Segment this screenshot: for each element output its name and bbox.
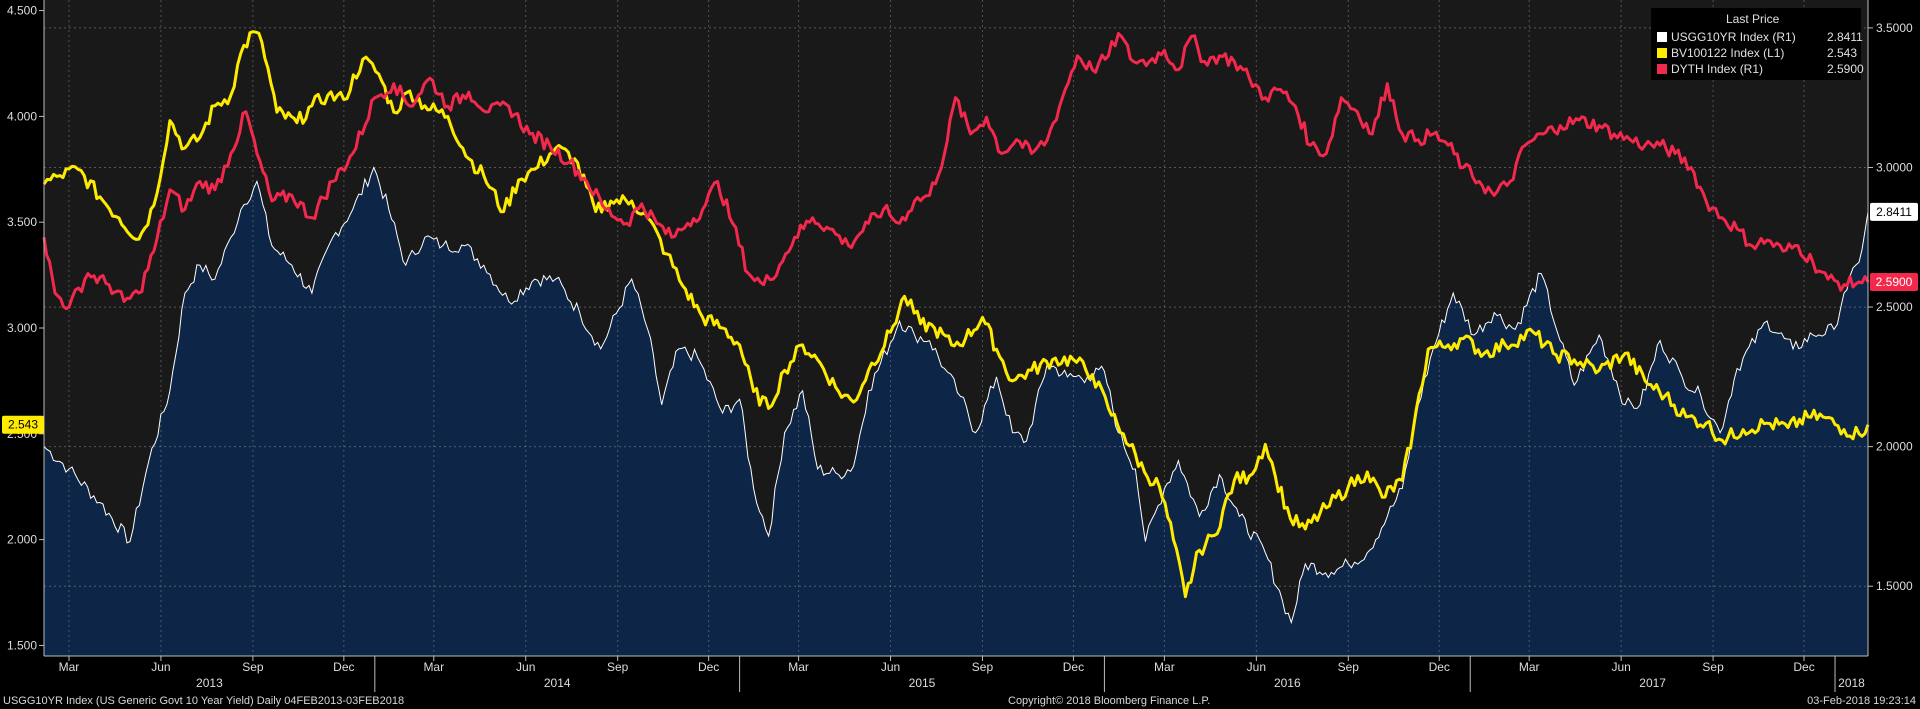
x-year-label-2018: 2018: [1838, 676, 1865, 690]
x-month-label-9: Jun: [881, 660, 900, 674]
area-fills: [44, 167, 1868, 656]
tag-dyth: 2.5900: [1876, 275, 1913, 289]
x-month-label-5: Jun: [516, 660, 535, 674]
x-year-label-2015: 2015: [909, 676, 936, 690]
legend-value-bv100122: 2.543: [1827, 46, 1858, 60]
x-month-label-13: Jun: [1247, 660, 1266, 674]
tag-dyth-box: [1870, 272, 1918, 291]
y-right-tick-label-0: 1.5000: [1876, 579, 1913, 593]
x-month-label-10: Sep: [972, 660, 994, 674]
series-line-usgg10yr: [43, 166, 1869, 625]
y-right-tick-label-3: 3.0000: [1876, 160, 1913, 174]
tag-usgg10yr-box: [1870, 202, 1918, 221]
tag-bv100122-box: [2, 415, 44, 434]
footer-timestamp: 03-Feb-2018 19:23:14: [1807, 695, 1916, 707]
y-left-tick-label-4: 3.500: [7, 215, 37, 229]
y-left-tick-label-6: 4.500: [7, 4, 37, 18]
x-month-label-16: Mar: [1519, 660, 1540, 674]
y-right-tick-label-1: 2.0000: [1876, 440, 1913, 454]
area-fill-usgg10yr: [44, 167, 1868, 656]
x-month-label-11: Dec: [1063, 660, 1084, 674]
y-right-tick-label-2: 2.5000: [1876, 300, 1913, 314]
value-tags: 2.8411 2.5900 2.543: [2, 202, 1918, 434]
x-month-label-14: Sep: [1338, 660, 1360, 674]
legend-value-dyth: 2.5900: [1827, 62, 1864, 76]
y-right-tick-label-4: 3.5000: [1876, 21, 1913, 35]
x-month-label-0: Mar: [59, 660, 80, 674]
x-month-label-2: Sep: [242, 660, 264, 674]
x-month-label-4: Mar: [423, 660, 444, 674]
series-line-bv100122: [42, 30, 1870, 599]
x-year-label-2017: 2017: [1639, 676, 1666, 690]
footer: USGG10YR Index (US Generic Govt 10 Year …: [0, 693, 1920, 709]
y-left-tick-label-0: 1.500: [7, 638, 37, 652]
legend-row-dyth: DYTH Index (R1) 2.5900: [1657, 62, 1864, 77]
x-month-label-18: Sep: [1702, 660, 1724, 674]
x-month-label-1: Jun: [151, 660, 170, 674]
legend-value-usgg10yr: 2.8411: [1827, 30, 1863, 44]
axes: Mar Jun Sep Dec Mar Jun Sep Dec Mar Jun Sep Dec Mar J…: [7, 0, 1913, 692]
x-month-label-19: Dec: [1793, 660, 1814, 674]
footer-security-info: USGG10YR Index (US Generic Govt 10 Year …: [3, 695, 405, 707]
legend-name-usgg10yr: USGG10YR Index (R1): [1671, 30, 1796, 44]
legend-swatch-dyth: [1657, 64, 1667, 74]
legend: Last Price USGG10YR Index (R1) 2.8411 BV…: [1651, 8, 1864, 80]
tag-usgg10yr: 2.8411: [1876, 205, 1912, 219]
tag-bv100122: 2.543: [8, 418, 38, 432]
x-year-label-2013: 2013: [196, 676, 223, 690]
x-month-label-12: Mar: [1154, 660, 1175, 674]
x-month-label-3: Dec: [333, 660, 354, 674]
series-lines: [42, 30, 1870, 625]
x-year-label-2014: 2014: [544, 676, 571, 690]
x-month-label-17: Jun: [1611, 660, 1630, 674]
legend-name-dyth: DYTH Index (R1): [1671, 62, 1764, 76]
series-line-dyth: [42, 32, 1870, 311]
x-year-label-2016: 2016: [1274, 676, 1301, 690]
y-left-tick-label-1: 2.000: [7, 533, 37, 547]
legend-title: Last Price: [1726, 12, 1780, 26]
gridlines: [44, 0, 1868, 656]
legend-swatch-usgg10yr: [1657, 32, 1667, 42]
y-left-tick-label-5: 4.000: [7, 109, 37, 123]
legend-swatch-bv100122: [1657, 48, 1667, 58]
x-month-label-8: Mar: [788, 660, 809, 674]
legend-row-bv100122: BV100122 Index (L1) 2.543: [1657, 46, 1857, 61]
footer-copyright: Copyright© 2018 Bloomberg Finance L.P.: [1008, 695, 1211, 707]
legend-name-bv100122: BV100122 Index (L1): [1671, 46, 1785, 60]
x-month-label-6: Sep: [607, 660, 629, 674]
x-month-label-7: Dec: [698, 660, 719, 674]
legend-row-usgg10yr: USGG10YR Index (R1) 2.8411: [1657, 30, 1863, 45]
x-month-label-15: Dec: [1429, 660, 1450, 674]
y-left-tick-label-3: 3.000: [7, 321, 37, 335]
